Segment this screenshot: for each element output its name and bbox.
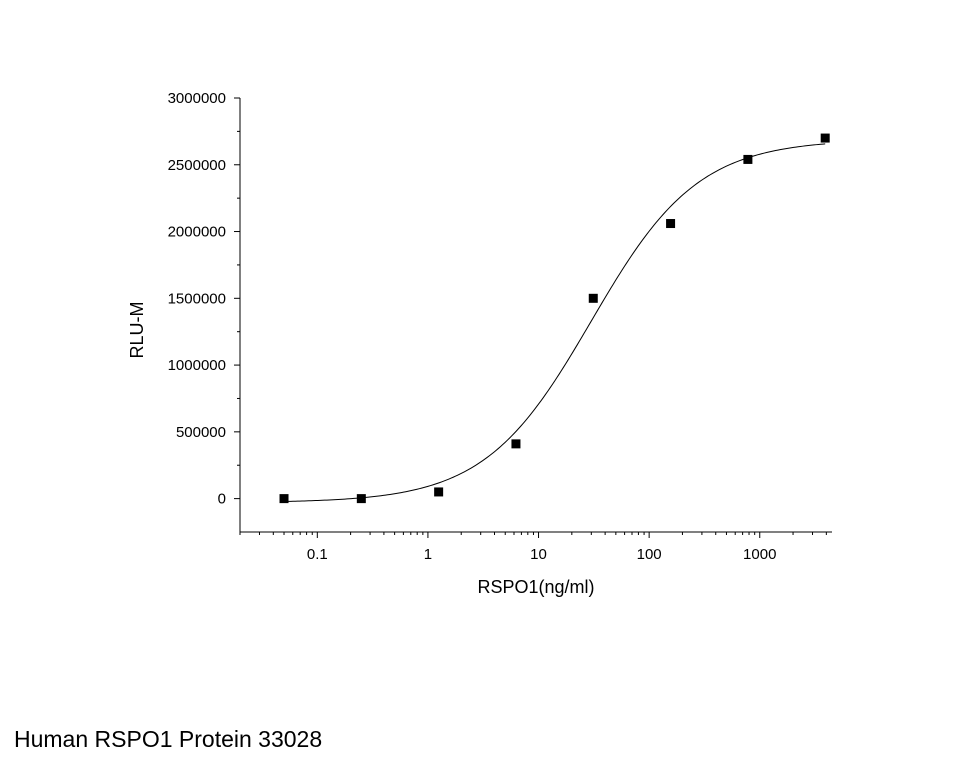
x-tick-label: 10 xyxy=(530,546,547,563)
y-tick-label: 500000 xyxy=(176,424,226,441)
data-point xyxy=(356,494,366,504)
y-ticks: 0 500000 1000000 1500000 2000000 2500000 30000… xyxy=(168,90,240,508)
x-tick-label: 1000 xyxy=(743,546,776,563)
figure-caption: Human RSPO1 Protein 33028 xyxy=(14,726,323,752)
x-tick-label: 0.1 xyxy=(307,546,328,563)
x-tick-label: 1 xyxy=(424,546,432,563)
y-tick-label: 1000000 xyxy=(168,357,226,374)
data-point xyxy=(820,133,830,143)
y-tick-label: 2000000 xyxy=(168,224,226,241)
data-point xyxy=(743,154,753,164)
x-axis-title: RSPO1(ng/ml) xyxy=(477,577,594,597)
data-point xyxy=(434,487,444,497)
x-ticks: 0.1 1 10 100 1000 xyxy=(239,532,827,563)
y-tick-label: 0 xyxy=(218,491,226,508)
y-tick-label: 3000000 xyxy=(168,90,226,107)
x-tick-label: 100 xyxy=(637,546,662,563)
data-point xyxy=(279,494,289,504)
y-tick-label: 2500000 xyxy=(168,157,226,174)
y-tick-label: 1500000 xyxy=(168,290,226,307)
fit-curve xyxy=(284,143,826,502)
chart-axes xyxy=(239,98,832,533)
data-point xyxy=(588,293,598,303)
data-point xyxy=(511,439,521,449)
y-axis-title: RLU-M xyxy=(127,302,147,359)
data-points xyxy=(279,133,830,504)
data-point xyxy=(666,219,676,229)
